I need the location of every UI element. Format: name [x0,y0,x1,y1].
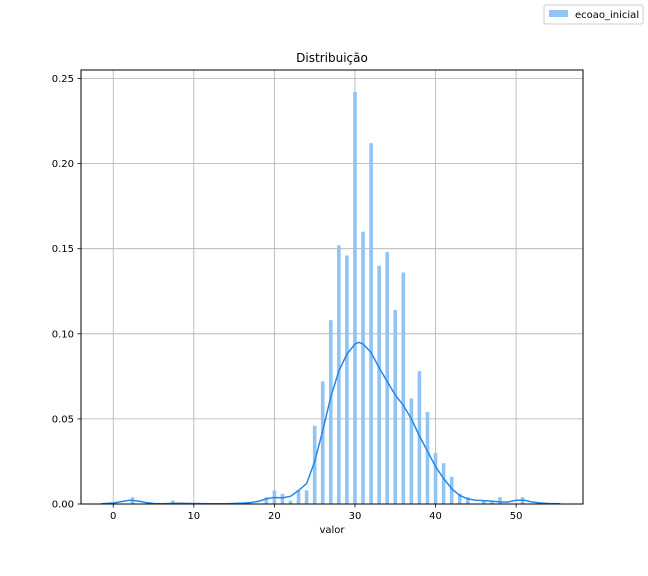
y-tick-label: 0.00 [52,500,74,511]
histogram-bar [328,320,333,504]
y-tick-label: 0.20 [52,159,74,170]
kde-curve [101,341,561,505]
histogram-bar [377,265,381,504]
histogram-bar [457,493,462,504]
x-tick-label: 30 [349,511,362,522]
y-tick-label: 0.15 [52,244,74,255]
histogram-bar [441,463,446,504]
x-tick-label: 0 [110,511,116,522]
x-axis: 0 10 20 30 40 50 [110,504,522,522]
plot-area-frame [80,69,584,505]
y-axis: 0.00 0.05 0.10 0.15 0.20 0.25 [52,74,81,511]
histogram-bar [393,309,398,504]
histogram-bar [409,398,414,504]
y-tick-label: 0.10 [52,329,74,340]
histogram-bar [385,252,389,504]
x-tick-label: 50 [510,511,523,522]
histogram-bar [280,493,285,504]
histogram-bar [312,425,317,504]
kde-curve-group [101,341,561,505]
histogram-bar [361,231,365,504]
histogram-bar [465,497,470,504]
x-tick-label: 40 [429,511,442,522]
histogram-bar [345,255,349,504]
histogram-bar [304,490,309,504]
y-tick-label: 0.25 [52,74,74,85]
histogram-bar [482,500,486,504]
histogram-bar [337,245,341,505]
x-tick-label: 20 [268,511,281,522]
histogram-bar [353,92,357,504]
histogram-bar [498,497,502,504]
legend[interactable]: ecoao_inicial [543,4,644,25]
histogram-bar [401,272,406,504]
legend-box [543,4,644,25]
x-tick-label: 10 [187,511,200,522]
histogram-bar [171,500,175,504]
histogram-bar [320,381,325,504]
histogram-bars [130,92,525,505]
histogram-bar [490,500,494,504]
histogram-bar [369,143,373,504]
legend-label: ecoao_inicial [575,10,639,21]
y-tick-label: 0.05 [52,414,74,425]
chart-title: Distribuição [296,51,368,65]
legend-swatch [549,10,568,17]
histogram-bar [417,371,422,504]
histogram-bar [296,490,301,504]
histogram-bar [433,452,438,504]
histogram-bar [288,500,293,504]
histogram-bar [449,476,454,504]
histogram-bar [264,497,269,504]
x-axis-label: valor [319,525,345,536]
histogram-bar [425,412,430,504]
